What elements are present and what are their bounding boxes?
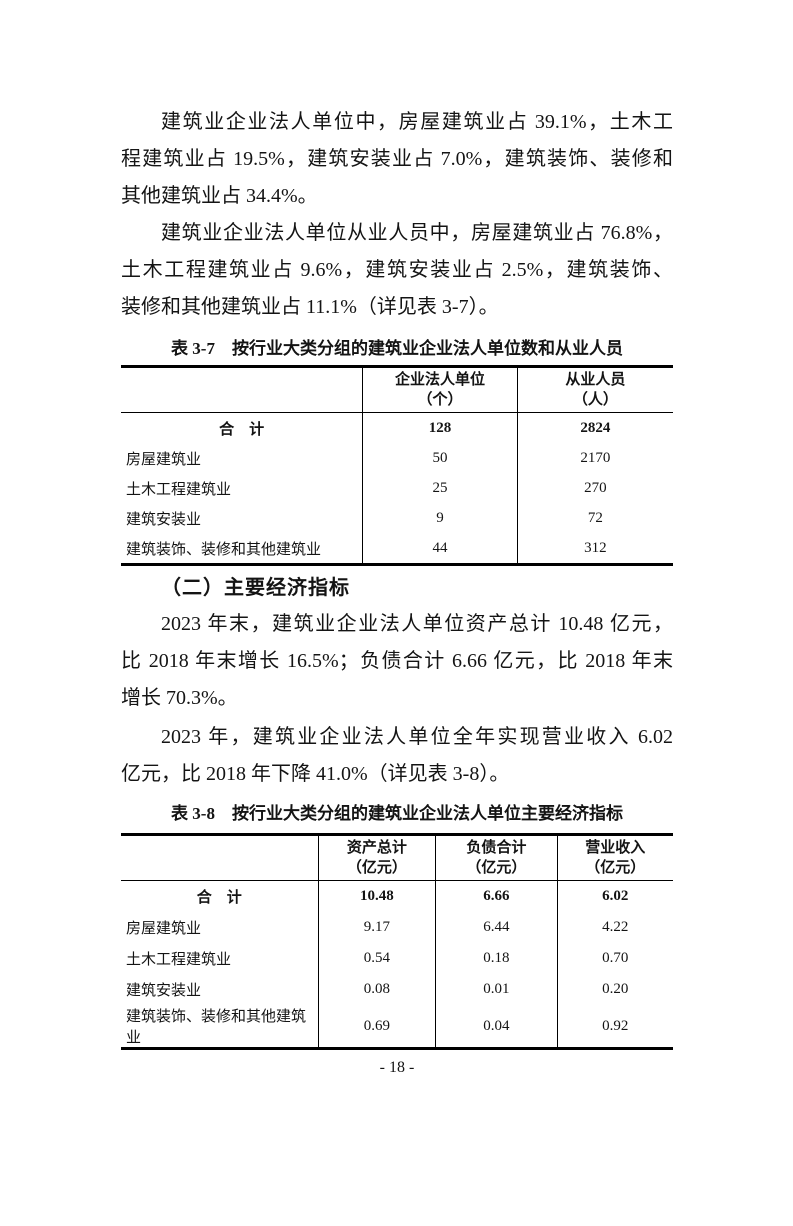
cell-units: 44: [362, 533, 518, 565]
row-label: 建筑安装业: [126, 511, 202, 528]
cell-liabilities: 0.01: [435, 974, 558, 1005]
table-row: 建筑装饰、装修和其他建筑业 0.69 0.04 0.92: [121, 1005, 673, 1049]
table-3-7-body: 合 计 128 2824 房屋建筑业 50 2170 土木工程建筑业 25 27…: [121, 412, 673, 565]
cell-persons: 312: [516, 533, 673, 565]
cell-liabilities: 0.18: [435, 943, 558, 974]
cell-liabilities: 0.04: [435, 1005, 558, 1049]
table-3-8: 资产总计 （亿元） 负债合计 （亿元） 营业收入 （亿元） 合 计 10.48 …: [121, 833, 673, 1050]
header-name: 营业收入: [585, 840, 646, 856]
cell-units: 50: [362, 443, 518, 473]
cell-persons: 270: [516, 473, 673, 503]
paragraph-line: 装修和其他建筑业占 11.1%（详见表 3-7）。: [121, 296, 499, 318]
section-heading-economic-indicators: （二）主要经济指标: [161, 577, 350, 599]
paragraph-line: 2023 年，建筑业企业法人单位全年实现营业收入 6.02: [161, 726, 673, 748]
paragraph-revenue: 2023 年，建筑业企业法人单位全年实现营业收入 6.02 亿元，比 2018 …: [121, 719, 673, 793]
cell-revenue: 0.20: [556, 974, 673, 1005]
cell-assets: 0.54: [317, 943, 436, 974]
cell-units: 9: [362, 503, 518, 533]
table-3-7-title: 表 3-7 按行业大类分组的建筑业企业法人单位数和从业人员: [171, 339, 623, 358]
row-label: 建筑安装业: [126, 983, 202, 999]
cell-units: 25: [362, 473, 518, 503]
table-row-total: 合 计 128 2824: [121, 412, 673, 443]
paragraph-line: 程建筑业占 19.5%，建筑安装业占 7.0%，建筑装饰、装修和: [121, 148, 673, 170]
header-name: 资产总计: [346, 840, 407, 856]
header-cell-empty: [121, 834, 319, 881]
cell-revenue: 0.92: [556, 1005, 673, 1049]
paragraph-line: 建筑业企业法人单位从业人员中，房屋建筑业占 76.8%，: [161, 222, 673, 244]
cell-persons: 72: [516, 503, 673, 533]
cell-liabilities: 6.44: [435, 912, 558, 943]
table-row: 土木工程建筑业 25 270: [121, 473, 673, 503]
table-row: 建筑安装业 0.08 0.01 0.20: [121, 974, 673, 1005]
paragraph-line: 其他建筑业占 34.4%。: [121, 185, 318, 207]
cell-persons: 2170: [516, 443, 673, 473]
table-row: 建筑装饰、装修和其他建筑业 44 312: [121, 533, 673, 565]
row-label: 建筑装饰、装修和其他建筑业: [126, 541, 322, 558]
table-3-7: 企业法人单位 （个） 从业人员 （人） 合 计 128 2824 房屋建筑业 5…: [121, 365, 673, 566]
header-cell-liabilities: 负债合计 （亿元）: [435, 834, 558, 881]
header-cell-legal-units: 企业法人单位 （个）: [362, 366, 518, 413]
paragraph-line: 建筑业企业法人单位中，房屋建筑业占 39.1%，土木工: [161, 111, 673, 133]
header-unit: （亿元）: [466, 860, 527, 876]
page-number: - 18 -: [379, 1059, 415, 1076]
table-3-8-header: 资产总计 （亿元） 负债合计 （亿元） 营业收入 （亿元）: [121, 834, 673, 881]
cell-persons: 2824: [516, 412, 673, 443]
paragraph-unit-shares: 建筑业企业法人单位中，房屋建筑业占 39.1%，土木工 程建筑业占 19.5%，…: [121, 104, 673, 215]
header-unit: （亿元）: [585, 860, 646, 876]
cell-assets: 9.17: [317, 912, 436, 943]
cell-assets: 0.69: [317, 1005, 436, 1049]
row-label: 合 计: [196, 890, 242, 906]
cell-revenue: 4.22: [556, 912, 673, 943]
row-label: 土木工程建筑业: [126, 481, 232, 498]
header-cell-assets: 资产总计 （亿元）: [317, 834, 436, 881]
page-content: 建筑业企业法人单位中，房屋建筑业占 39.1%，土木工 程建筑业占 19.5%，…: [0, 104, 793, 1078]
paragraph-line: 土木工程建筑业占 9.6%，建筑安装业占 2.5%，建筑装饰、: [121, 259, 673, 281]
header-name: 负债合计: [466, 840, 527, 856]
paragraph-line: 增长 70.3%。: [121, 687, 238, 709]
header-unit: （亿元）: [346, 860, 407, 876]
cell-revenue: 6.02: [556, 880, 673, 912]
row-label: 合 计: [219, 421, 265, 438]
table-3-8-title: 表 3-8 按行业大类分组的建筑业企业法人单位主要经济指标: [171, 804, 623, 823]
cell-revenue: 0.70: [556, 943, 673, 974]
paragraph-line: 亿元，比 2018 年下降 41.0%（详见表 3-8）。: [121, 763, 510, 785]
header-unit: （人）: [572, 392, 618, 408]
row-label: 建筑装饰、装修和其他建筑业: [126, 1009, 307, 1046]
header-cell-empty: [121, 366, 363, 413]
table-row: 土木工程建筑业 0.54 0.18 0.70: [121, 943, 673, 974]
header-name: 企业法人单位: [395, 372, 486, 388]
table-row: 房屋建筑业 50 2170: [121, 443, 673, 473]
row-label: 房屋建筑业: [126, 921, 202, 937]
table-row: 房屋建筑业 9.17 6.44 4.22: [121, 912, 673, 943]
paragraph-line: 比 2018 年末增长 16.5%；负债合计 6.66 亿元，比 2018 年末: [121, 650, 673, 672]
paragraph-employee-shares: 建筑业企业法人单位从业人员中，房屋建筑业占 76.8%， 土木工程建筑业占 9.…: [121, 215, 673, 326]
paragraph-line: 2023 年末，建筑业企业法人单位资产总计 10.48 亿元，: [161, 613, 673, 635]
row-label: 房屋建筑业: [126, 451, 202, 468]
cell-assets: 10.48: [317, 880, 436, 912]
header-name: 从业人员: [565, 372, 626, 388]
cell-liabilities: 6.66: [435, 880, 558, 912]
cell-units: 128: [362, 412, 518, 443]
header-unit: （个）: [417, 392, 463, 408]
row-label: 土木工程建筑业: [126, 952, 232, 968]
header-cell-revenue: 营业收入 （亿元）: [556, 834, 673, 881]
table-3-8-body: 合 计 10.48 6.66 6.02 房屋建筑业 9.17 6.44 4.22…: [121, 880, 673, 1049]
cell-assets: 0.08: [317, 974, 436, 1005]
document-page: { "page": { "footer": "- 18 -" }, "color…: [0, 104, 793, 1226]
table-3-7-header: 企业法人单位 （个） 从业人员 （人）: [121, 366, 673, 413]
table-row-total: 合 计 10.48 6.66 6.02: [121, 880, 673, 912]
paragraph-assets-liabilities: 2023 年末，建筑业企业法人单位资产总计 10.48 亿元， 比 2018 年…: [121, 606, 673, 717]
header-cell-employees: 从业人员 （人）: [516, 366, 673, 413]
table-row: 建筑安装业 9 72: [121, 503, 673, 533]
